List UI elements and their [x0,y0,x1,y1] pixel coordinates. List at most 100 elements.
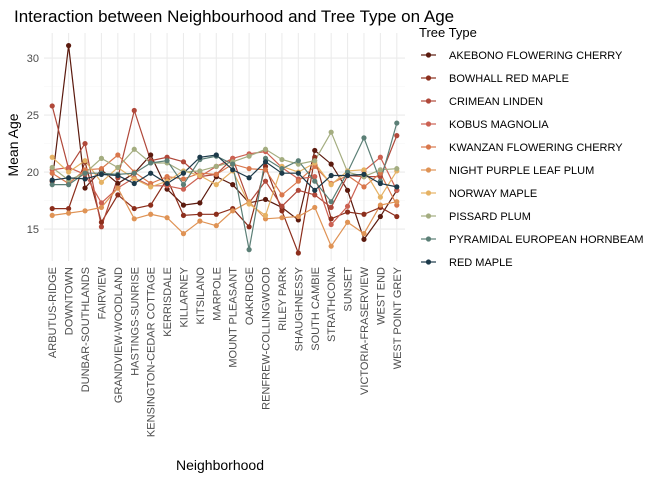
data-point [377,213,383,220]
x-tick-label: MOUNT PLEASANT [228,267,240,368]
legend-label: BOWHALL RED MAPLE [449,73,569,85]
data-point [262,212,269,218]
data-point [246,166,252,172]
x-tick-label: RENFREW-COLLINGWOOD [261,267,273,410]
data-point [262,178,269,184]
legend-key-point [425,236,432,242]
legend-key-point [425,75,432,81]
x-tick-label: DUNBAR-SOUTHLANDS [80,267,92,392]
legend-label: PYRAMIDAL EUROPEAN HORNBEAM [449,234,644,246]
data-point [180,212,187,218]
legend-label: KWANZAN FLOWERING CHERRY [449,142,623,154]
series-line [52,186,397,248]
legend-label: NORWAY MAPLE [449,188,537,200]
data-point [344,172,351,179]
data-point [213,211,219,217]
legend-item: KWANZAN FLOWERING CHERRY [421,142,623,154]
legend-label: PISSARD PLUM [449,211,531,223]
data-point [295,213,301,220]
x-tick-label: VICTORIA-FRASERVIEW [359,266,371,395]
data-point [262,159,269,165]
data-point [312,158,318,164]
x-axis-title: Neighborhood [176,457,264,473]
y-axis-title: Mean Age [5,113,21,176]
data-point [98,155,105,161]
data-point [49,164,55,171]
legend-key-point [425,144,432,150]
data-point [295,187,301,193]
y-tick-label: 30 [27,53,39,65]
data-point [328,243,334,249]
x-tick-label: SHAUGHNESSY [293,266,305,351]
data-point [197,211,203,217]
data-point [197,168,203,174]
data-point [279,192,285,198]
data-point [180,159,187,165]
legend-label: RED MAPLE [449,257,513,269]
data-point [328,199,334,205]
legend-key-point [425,213,432,219]
data-point [180,176,187,182]
data-point [115,192,121,198]
data-point [131,107,137,114]
data-point [344,203,351,209]
data-point [377,194,383,200]
series-line [51,130,397,181]
data-point [131,216,137,222]
x-tick-label: MARPOLE [211,267,223,321]
data-point [148,202,154,208]
data-point [49,170,55,176]
data-point [164,215,170,221]
data-point [98,179,105,185]
y-tick-label: 20 [27,167,39,179]
y-tick-label: 25 [27,110,39,122]
x-tick-label: HASTINGS-SUNRISE [129,267,141,376]
data-point [180,170,187,176]
data-point [131,176,137,182]
data-point [230,208,236,214]
data-point [148,170,154,176]
data-point [164,180,170,187]
data-point [312,178,318,184]
data-point [361,135,367,141]
data-point [180,182,187,188]
data-point [82,158,88,164]
data-point [394,184,400,190]
series-points [49,42,400,256]
data-point [344,187,351,193]
data-point [312,174,318,180]
data-point [82,140,88,147]
data-point [361,171,367,177]
chart-title: Interaction between Neighbourhood and Tr… [14,7,454,26]
x-tick-label: DOWNTOWN [64,267,76,335]
data-point [164,174,170,180]
y-axis-ticks: 15 20 25 30 [27,53,39,236]
series-line [52,154,397,192]
data-point [131,180,137,187]
data-point [361,211,367,217]
legend-key-point [425,52,432,58]
data-point [344,209,351,215]
x-tick-label: WEST END [375,267,387,325]
data-point [377,202,383,208]
series-lines [51,45,398,256]
data-point [394,133,400,139]
x-tick-label: GRANDVIEW-WOODLAND [113,267,125,403]
data-point [394,166,400,172]
series-line [51,45,398,241]
data-point [230,167,236,173]
legend: AKEBONO FLOWERING CHERRY BOWHALL RED MAPL… [421,50,644,269]
series-line [51,105,398,230]
data-point [361,184,367,190]
data-point [361,236,367,242]
data-point [98,224,105,230]
data-point [82,208,88,214]
data-point [246,201,252,207]
data-point [131,205,137,212]
data-point [279,203,285,209]
data-point [377,154,383,160]
legend-key-point [425,167,432,173]
data-point [148,152,154,158]
data-point [279,170,285,176]
data-point [361,167,367,173]
